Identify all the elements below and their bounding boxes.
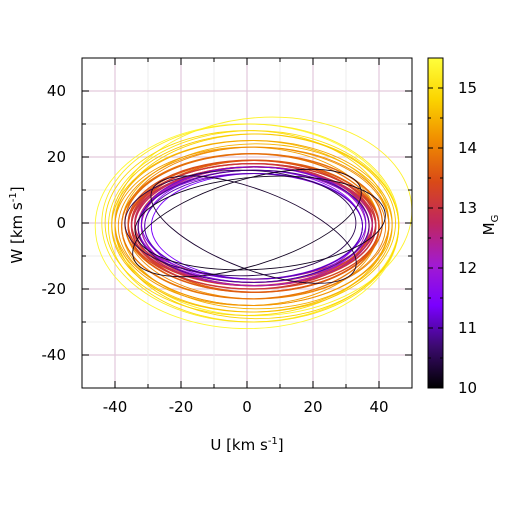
colorbar-tick-label: 11	[458, 319, 477, 337]
colorbar-label: MG	[480, 215, 501, 236]
x-axis-label-sup: -1	[268, 436, 278, 447]
x-tick-label: -40	[103, 398, 128, 416]
orbit-line	[124, 169, 357, 277]
y-tick-label: 0	[56, 214, 66, 232]
colorbar-tick-label: 14	[458, 139, 477, 157]
x-tick-label: 40	[369, 398, 388, 416]
x-axis-label-main: U [km s	[210, 436, 268, 454]
colorbar-label-main: M	[480, 222, 498, 235]
y-tick-label: 20	[47, 148, 66, 166]
x-tick-label: 0	[242, 398, 252, 416]
x-tick-label: -20	[169, 398, 194, 416]
orbit-line	[144, 173, 363, 280]
series-layer	[94, 116, 412, 330]
orbit-line	[121, 143, 393, 310]
y-axis-label-sup: -1	[8, 192, 19, 202]
colorbar-ticks: 10 11 12 13 14 15	[428, 57, 477, 397]
orbit-line	[127, 159, 380, 293]
y-axis-label-end: ]	[8, 186, 26, 192]
colorbar-tick-label: 10	[458, 379, 477, 397]
colorbar	[427, 57, 444, 389]
colorbar-tick-label: 12	[458, 259, 477, 277]
y-tick-label: -20	[42, 280, 67, 298]
orbit-line	[132, 168, 362, 278]
y-axis-label: W [km s-1]	[8, 186, 26, 263]
x-tick-label: 20	[303, 398, 322, 416]
orbit-line	[150, 175, 357, 284]
colorbar-label-sub: G	[490, 215, 501, 223]
y-axis-label-main: W [km s	[8, 202, 26, 264]
y-tick-label: 40	[47, 82, 66, 100]
x-axis-label: U [km s-1]	[210, 436, 283, 454]
colorbar-tick-label: 13	[458, 199, 477, 217]
x-axis-label-end: ]	[278, 436, 284, 454]
colorbar-tick-label: 15	[458, 79, 477, 97]
y-tick-label: -40	[42, 346, 67, 364]
tick-layer: -40 -20 0 20 40 -40 -20 0 20 40	[42, 57, 413, 416]
orbit-line	[134, 175, 386, 271]
